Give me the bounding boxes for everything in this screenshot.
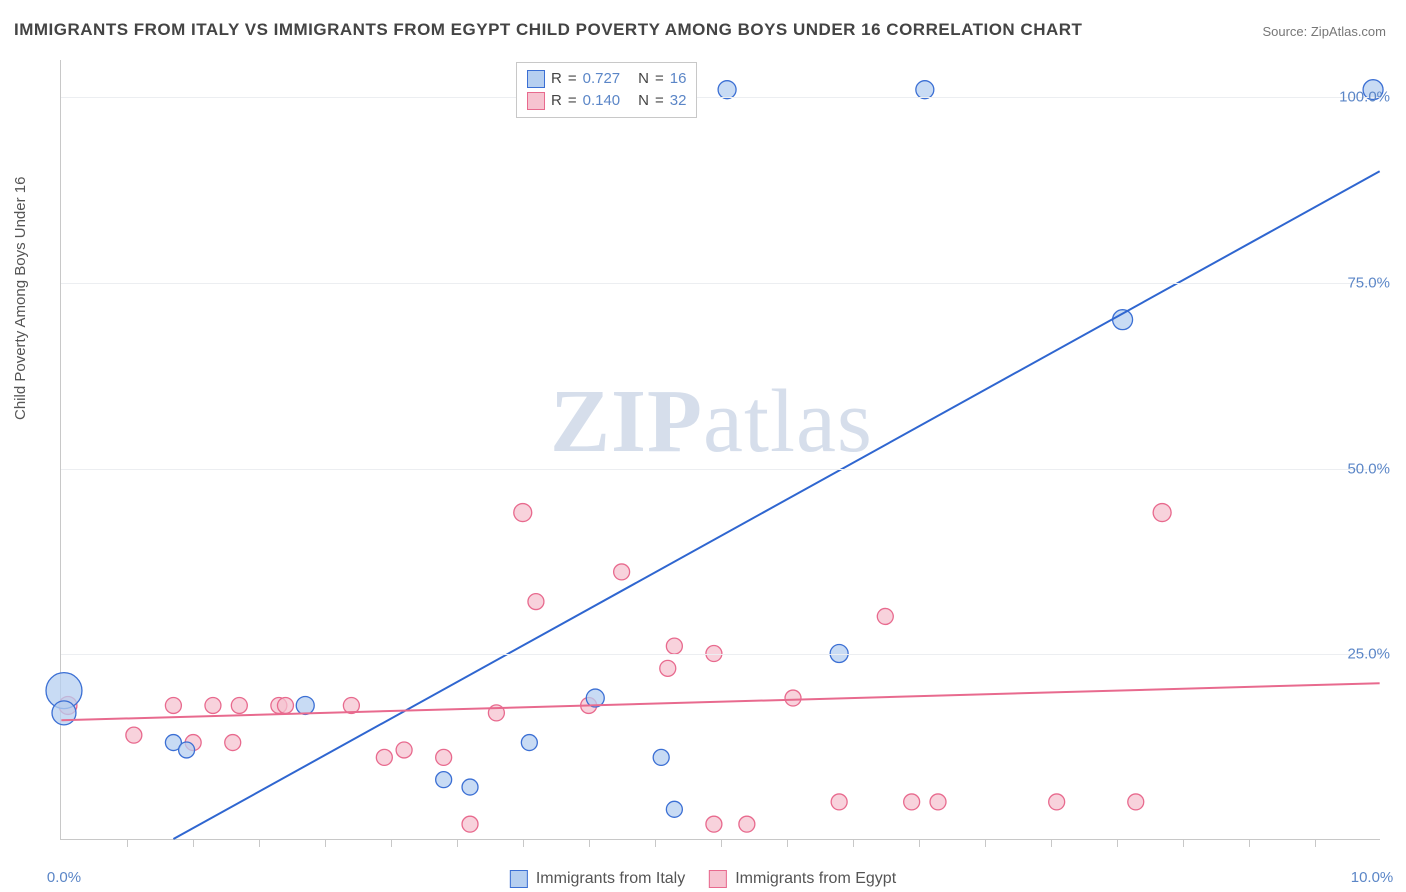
data-point — [1153, 504, 1171, 522]
x-minor-tick — [457, 839, 458, 847]
data-point — [528, 594, 544, 610]
data-point — [52, 701, 76, 725]
stats-legend: R = 0.727 N = 16 R = 0.140 N = 32 — [516, 62, 697, 118]
data-point — [462, 816, 478, 832]
source-attribution: Source: ZipAtlas.com — [1262, 24, 1386, 39]
data-point — [205, 697, 221, 713]
n-value-italy: 16 — [670, 68, 687, 90]
x-minor-tick — [919, 839, 920, 847]
data-point — [521, 735, 537, 751]
data-point — [660, 660, 676, 676]
trend-line — [61, 683, 1379, 720]
data-point — [436, 749, 452, 765]
data-point — [1049, 794, 1065, 810]
x-tick-min: 0.0% — [47, 869, 81, 886]
data-point — [877, 608, 893, 624]
x-tick-max: 10.0% — [1351, 869, 1394, 886]
data-point — [916, 81, 934, 99]
swatch-italy — [527, 70, 545, 88]
y-tick-label: 50.0% — [1347, 460, 1390, 477]
x-minor-tick — [391, 839, 392, 847]
data-point — [462, 779, 478, 795]
swatch-italy — [510, 870, 528, 888]
swatch-egypt — [527, 92, 545, 110]
data-point — [436, 772, 452, 788]
x-minor-tick — [1183, 839, 1184, 847]
data-point — [831, 794, 847, 810]
plot-svg — [61, 60, 1380, 839]
chart-title: IMMIGRANTS FROM ITALY VS IMMIGRANTS FROM… — [14, 20, 1082, 40]
gridline-h — [61, 469, 1380, 470]
data-point — [904, 794, 920, 810]
gridline-h — [61, 97, 1380, 98]
data-point — [376, 749, 392, 765]
gridline-h — [61, 283, 1380, 284]
data-point — [666, 638, 682, 654]
y-tick-label: 75.0% — [1347, 274, 1390, 291]
data-point — [666, 801, 682, 817]
data-point — [653, 749, 669, 765]
y-axis-label: Child Poverty Among Boys Under 16 — [12, 177, 29, 420]
source-name: ZipAtlas.com — [1311, 24, 1386, 39]
data-point — [718, 81, 736, 99]
x-minor-tick — [589, 839, 590, 847]
bottom-legend: Immigrants from Italy Immigrants from Eg… — [510, 870, 896, 888]
plot-area — [60, 60, 1380, 840]
r-value-italy: 0.727 — [583, 68, 621, 90]
r-value-egypt: 0.140 — [583, 90, 621, 112]
swatch-egypt — [709, 870, 727, 888]
x-minor-tick — [193, 839, 194, 847]
stats-row-egypt: R = 0.140 N = 32 — [527, 90, 686, 112]
eq-sign: = — [568, 68, 577, 90]
r-label: R — [551, 68, 562, 90]
data-point — [179, 742, 195, 758]
data-point — [296, 696, 314, 714]
data-point — [514, 504, 532, 522]
data-point — [706, 816, 722, 832]
data-point — [277, 697, 293, 713]
data-point — [930, 794, 946, 810]
data-point — [614, 564, 630, 580]
eq-sign: = — [655, 68, 664, 90]
x-minor-tick — [985, 839, 986, 847]
data-point — [126, 727, 142, 743]
r-label: R — [551, 90, 562, 112]
n-label: N — [638, 68, 649, 90]
data-point — [785, 690, 801, 706]
x-minor-tick — [1249, 839, 1250, 847]
y-tick-label: 25.0% — [1347, 646, 1390, 663]
x-minor-tick — [127, 839, 128, 847]
stats-row-italy: R = 0.727 N = 16 — [527, 68, 686, 90]
trend-line — [173, 171, 1379, 839]
data-point — [225, 735, 241, 751]
x-minor-tick — [1117, 839, 1118, 847]
source-prefix: Source: — [1262, 24, 1310, 39]
x-minor-tick — [1051, 839, 1052, 847]
x-minor-tick — [1315, 839, 1316, 847]
eq-sign: = — [568, 90, 577, 112]
data-point — [396, 742, 412, 758]
x-minor-tick — [523, 839, 524, 847]
eq-sign: = — [655, 90, 664, 112]
x-minor-tick — [721, 839, 722, 847]
x-minor-tick — [325, 839, 326, 847]
x-minor-tick — [655, 839, 656, 847]
data-point — [739, 816, 755, 832]
legend-item-egypt: Immigrants from Egypt — [709, 870, 896, 888]
gridline-h — [61, 654, 1380, 655]
y-tick-label: 100.0% — [1339, 89, 1390, 106]
legend-label-egypt: Immigrants from Egypt — [735, 870, 896, 888]
legend-label-italy: Immigrants from Italy — [536, 870, 685, 888]
data-point — [1128, 794, 1144, 810]
x-minor-tick — [853, 839, 854, 847]
legend-item-italy: Immigrants from Italy — [510, 870, 685, 888]
n-label: N — [638, 90, 649, 112]
data-point — [165, 697, 181, 713]
data-point — [231, 697, 247, 713]
x-minor-tick — [787, 839, 788, 847]
x-minor-tick — [259, 839, 260, 847]
n-value-egypt: 32 — [670, 90, 687, 112]
